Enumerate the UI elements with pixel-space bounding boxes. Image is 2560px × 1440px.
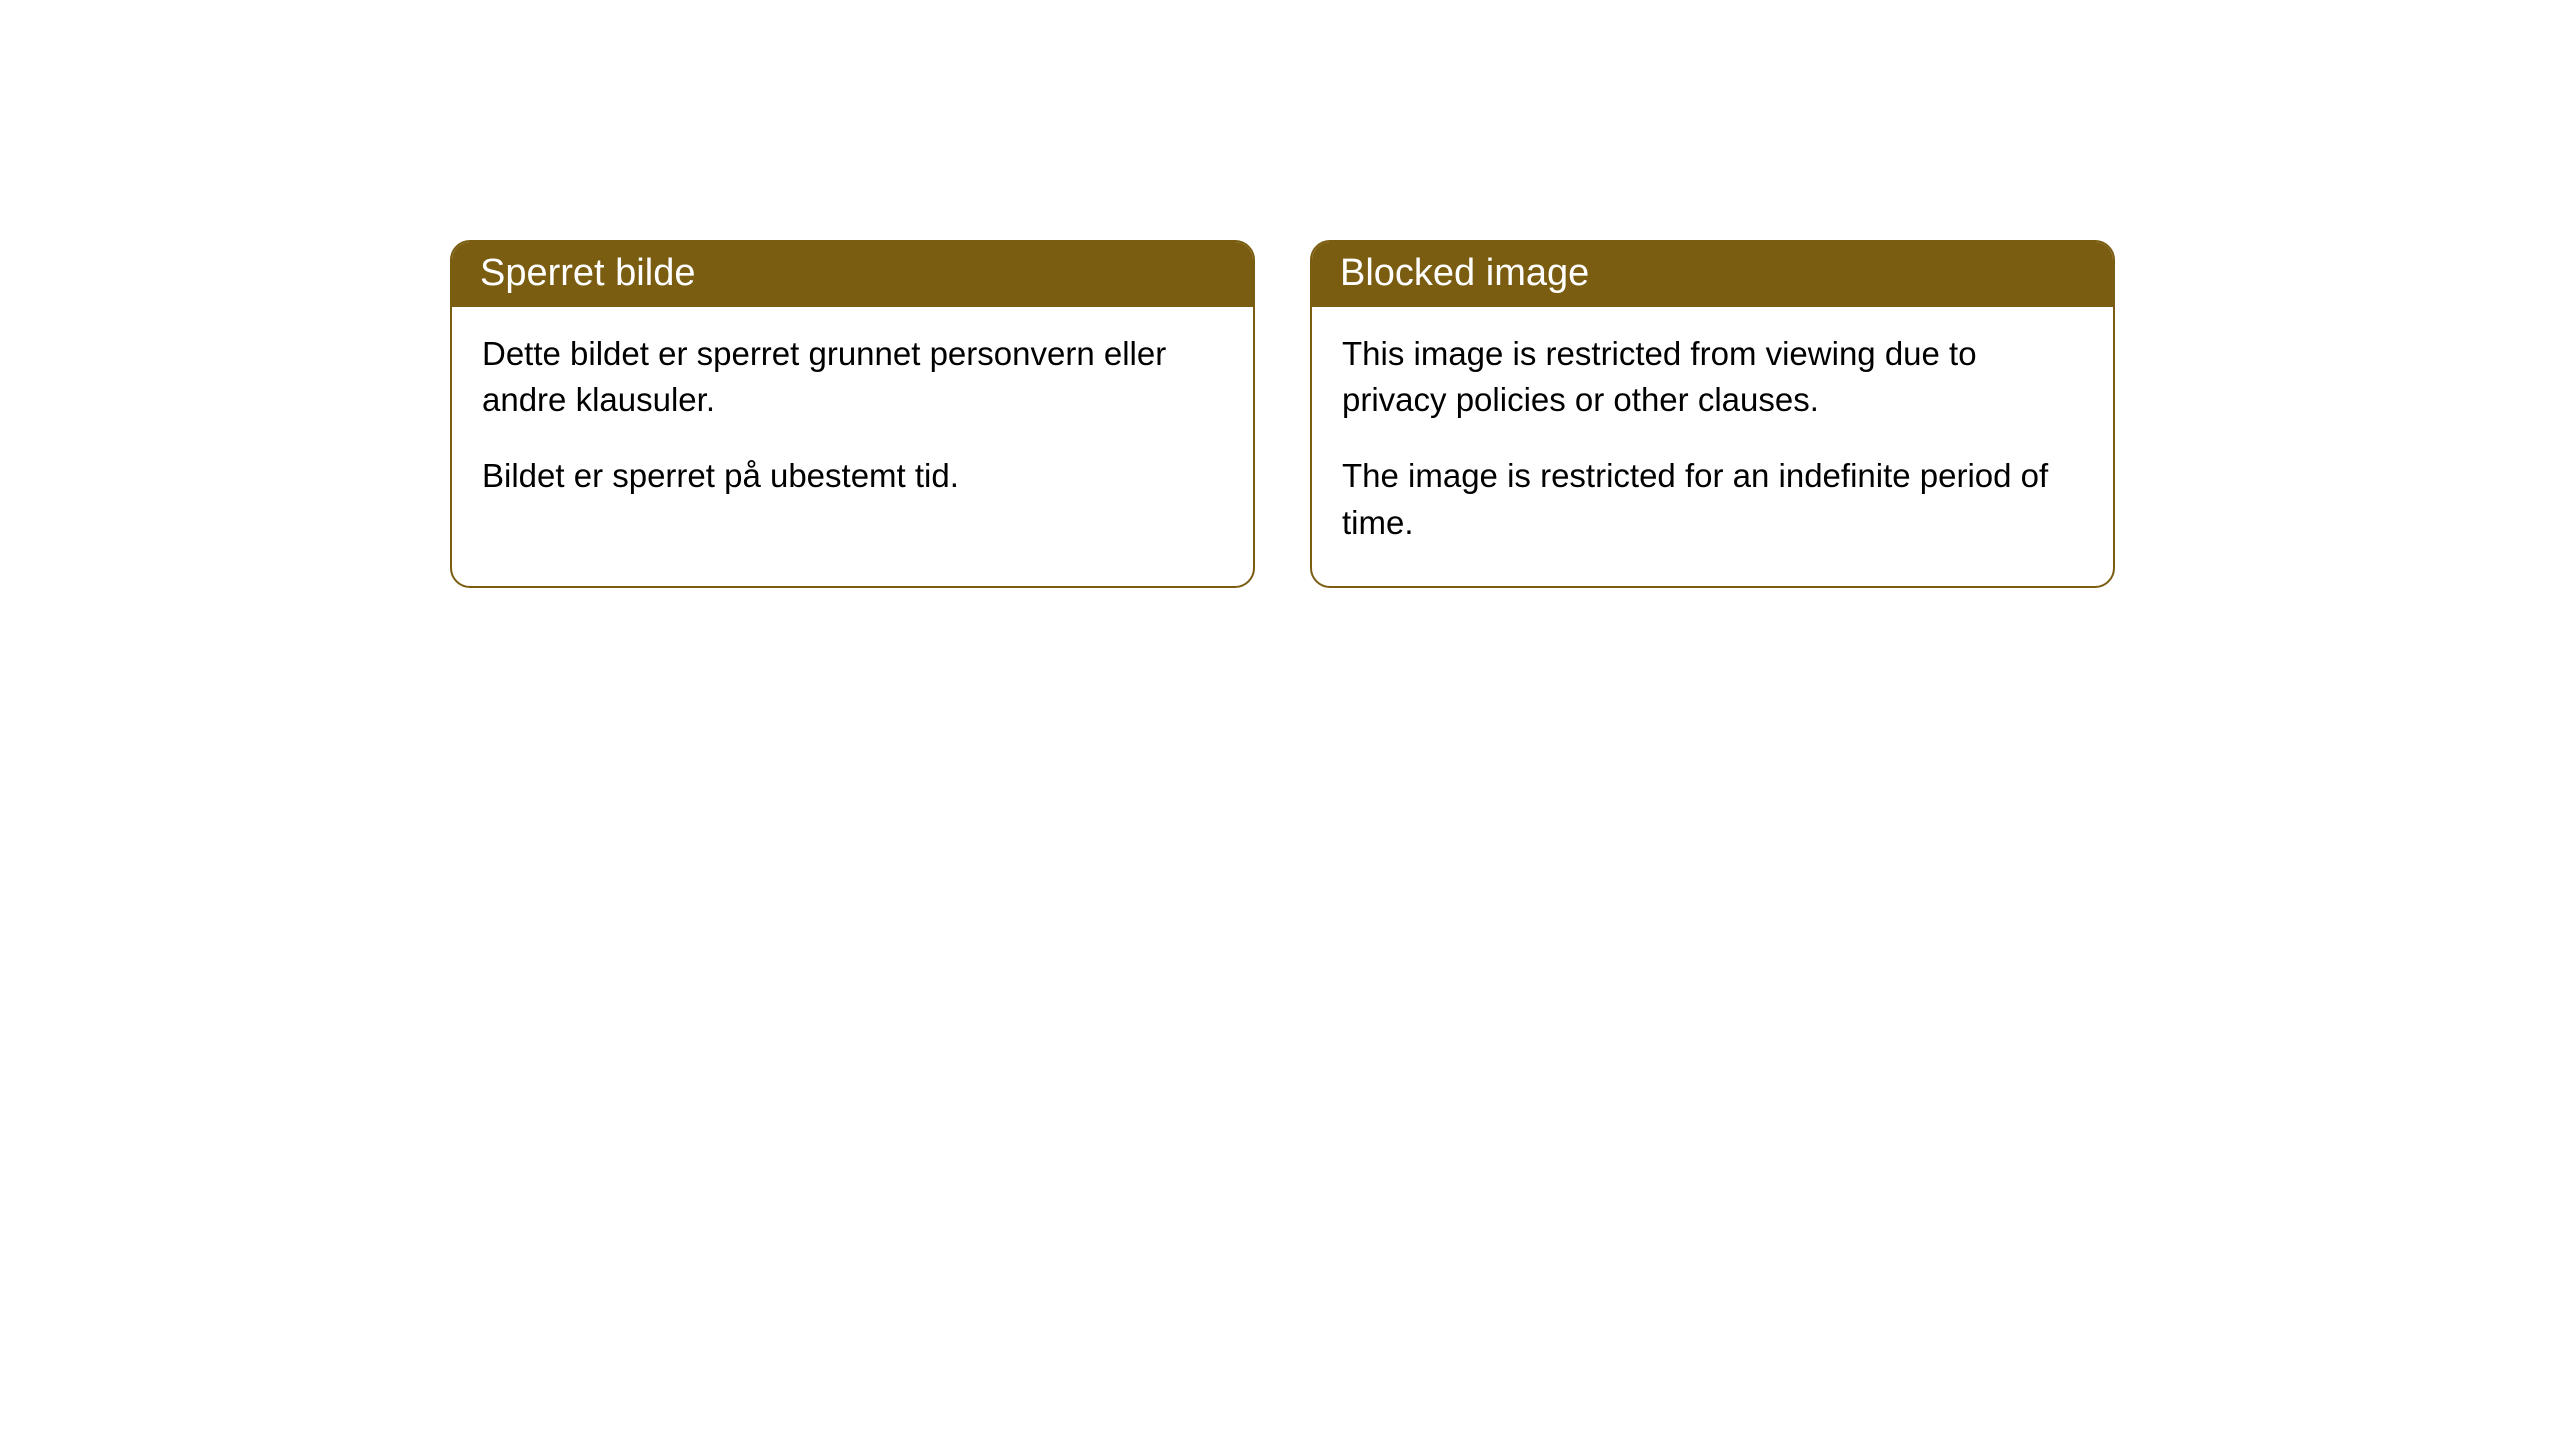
card-text-en-1: This image is restricted from viewing du… [1342,331,2083,423]
card-text-en-2: The image is restricted for an indefinit… [1342,453,2083,545]
card-text-no-2: Bildet er sperret på ubestemt tid. [482,453,1223,499]
card-header-no: Sperret bilde [452,242,1253,307]
card-body-en: This image is restricted from viewing du… [1312,307,2113,586]
card-body-no: Dette bildet er sperret grunnet personve… [452,307,1253,540]
card-header-en: Blocked image [1312,242,2113,307]
notice-cards-container: Sperret bilde Dette bildet er sperret gr… [450,240,2115,588]
card-text-no-1: Dette bildet er sperret grunnet personve… [482,331,1223,423]
blocked-image-card-no: Sperret bilde Dette bildet er sperret gr… [450,240,1255,588]
blocked-image-card-en: Blocked image This image is restricted f… [1310,240,2115,588]
